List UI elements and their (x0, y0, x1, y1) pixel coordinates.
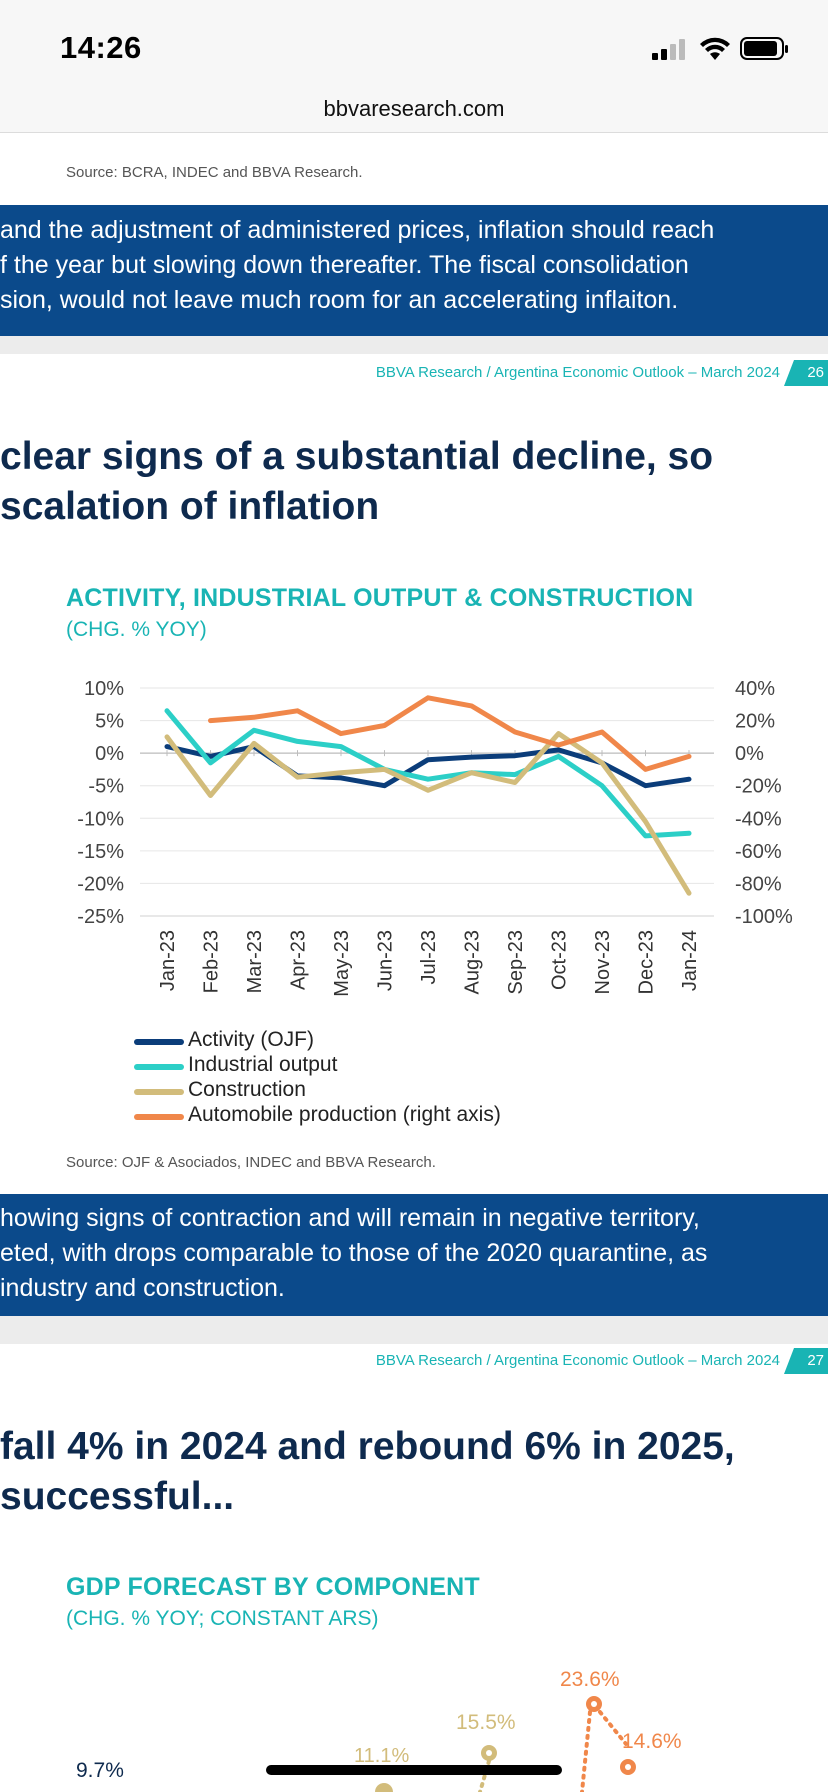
gdp-point-inner (486, 1750, 492, 1756)
x-tick-label: Jan-23 (157, 930, 179, 991)
series-line-2 (164, 731, 692, 896)
gdp-point (375, 1783, 393, 1792)
y-tick-label-right: 20% (735, 711, 775, 733)
y-tick-label-right: -80% (735, 873, 782, 895)
x-tick-label: Oct-23 (549, 930, 571, 990)
gdp-label: 15.5% (456, 1711, 516, 1734)
chart-title: ACTIVITY, INDUSTRIAL OUTPUT & CONSTRUCTI… (66, 584, 694, 612)
slide26-source: Source: OJF & Asociados, INDEC and BBVA … (66, 1154, 436, 1171)
slide-separator (0, 336, 828, 354)
y-tick-label-right: -60% (735, 841, 782, 863)
gdp-label: 23.6% (560, 1668, 620, 1691)
legend-swatch (134, 1039, 184, 1045)
y-tick-label-left: 0% (95, 743, 124, 765)
slide26-header: BBVA Research / Argentina Economic Outlo… (0, 360, 828, 386)
banner-line: howing signs of contraction and will rem… (0, 1204, 700, 1232)
gdp-label: 11.1% (354, 1745, 409, 1767)
headline-line: fall 4% in 2024 and rebound 6% in 2025, (0, 1425, 735, 1468)
gdp-chart-title: GDP FORECAST BY COMPONENT (66, 1573, 480, 1601)
gdp-label: 9.7% (76, 1759, 124, 1782)
headline-line: clear signs of a substantial decline, so (0, 435, 714, 478)
legend-label: Industrial output (188, 1053, 338, 1076)
y-tick-label-left: -15% (77, 841, 124, 863)
battery-icon (740, 37, 788, 60)
slide27-headline: fall 4% in 2024 and rebound 6% in 2025, … (0, 1422, 735, 1522)
wifi-icon (700, 37, 730, 60)
gdp-line (478, 1759, 491, 1792)
banner-line: eted, with drops comparable to those of … (0, 1239, 708, 1267)
clock: 14:26 (60, 30, 142, 65)
gdp-point-inner (591, 1701, 597, 1707)
gdp-line (580, 1710, 592, 1792)
x-tick-label: May-23 (331, 930, 353, 997)
url-text[interactable]: bbvaresearch.com (323, 96, 505, 121)
x-tick-label: Aug-23 (462, 930, 484, 995)
y-tick-label-left: -20% (77, 873, 124, 895)
headline-line: scalation of inflation (0, 485, 380, 528)
y-tick-label-left: 10% (84, 678, 124, 700)
y-tick-label-right: 0% (735, 743, 764, 765)
headline-line: successful... (0, 1475, 235, 1518)
x-tick-label: Sep-23 (505, 930, 527, 995)
gdp-point-inner (625, 1764, 631, 1770)
x-tick-label: Jan-24 (679, 930, 701, 991)
banner-line: sion, would not leave much room for an a… (0, 286, 679, 314)
y-tick-label-right: -20% (735, 776, 782, 798)
slide25-banner: and the adjustment of administered price… (0, 205, 828, 336)
y-tick-label-right: 40% (735, 678, 775, 700)
page-number: 27 (784, 1348, 828, 1374)
slide26-banner: howing signs of contraction and will rem… (0, 1194, 828, 1321)
banner-line: industry and construction. (0, 1274, 285, 1302)
x-tick-label: Mar-23 (244, 930, 266, 993)
gdp-line (598, 1710, 628, 1746)
slide26-headline: clear signs of a substantial decline, so… (0, 432, 713, 532)
slide-header-text: BBVA Research / Argentina Economic Outlo… (375, 1352, 780, 1369)
cellular-signal-icon (652, 39, 685, 60)
slide-separator (0, 1316, 828, 1344)
x-tick-label: Feb-23 (201, 930, 223, 993)
x-tick-label: Jul-23 (418, 930, 440, 984)
series-line-3 (208, 695, 692, 772)
page-number: 26 (784, 360, 828, 386)
chart-subtitle: (CHG. % YOY) (66, 618, 207, 641)
y-tick-label-right: -100% (735, 906, 793, 928)
y-tick-label-left: 5% (95, 711, 124, 733)
gdp-forecast-chart: 9.7% 11.1% 15.5% 23.6% 14.6% (76, 1668, 682, 1792)
legend-swatch (134, 1064, 184, 1070)
legend-label: Automobile production (right axis) (188, 1103, 501, 1126)
slide27-header: BBVA Research / Argentina Economic Outlo… (0, 1348, 828, 1374)
legend-label: Construction (188, 1078, 306, 1101)
gdp-label: 14.6% (622, 1730, 682, 1753)
x-tick-label: Apr-23 (288, 930, 310, 990)
x-tick-label: Jun-23 (375, 930, 397, 991)
gdp-chart-subtitle: (CHG. % YOY; CONSTANT ARS) (66, 1607, 379, 1630)
activity-line-chart: 10% 5% 0% -5% -10% -15% -20% -25% 40% 20% 0% -20% -4… (77, 678, 793, 997)
address-bar[interactable]: bbvaresearch.com (0, 88, 828, 133)
banner-line: and the adjustment of administered price… (0, 216, 715, 244)
x-tick-label: Dec-23 (636, 930, 658, 994)
home-indicator[interactable] (266, 1765, 562, 1775)
legend-label: Activity (OJF) (188, 1028, 314, 1051)
x-tick-label: Nov-23 (592, 930, 614, 994)
banner-line: f the year but slowing down thereafter. … (0, 251, 689, 279)
slide-header-text: BBVA Research / Argentina Economic Outlo… (375, 364, 780, 381)
y-tick-label-left: -5% (88, 776, 124, 798)
y-tick-label-right: -40% (735, 808, 782, 830)
legend-swatch (134, 1114, 184, 1120)
slide25-source: Source: BCRA, INDEC and BBVA Research. (66, 164, 363, 181)
series-line-1 (164, 708, 692, 839)
y-tick-label-left: -10% (77, 808, 124, 830)
legend-swatch (134, 1089, 184, 1095)
status-bar: 14:26 (0, 0, 828, 88)
y-tick-label-left: -25% (77, 906, 124, 928)
